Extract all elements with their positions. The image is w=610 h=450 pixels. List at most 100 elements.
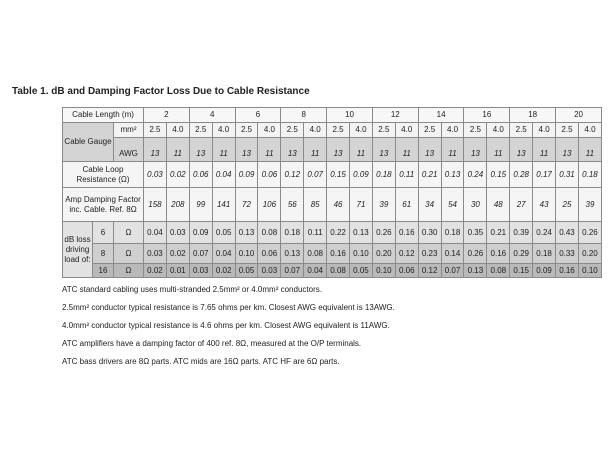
awg-cell: 13 xyxy=(326,137,351,162)
awg-cell: 11 xyxy=(303,137,328,162)
db-cell: 0.43 xyxy=(555,221,579,244)
damping-cell: 25 xyxy=(555,187,579,222)
db-loss-row: 16 Ω 0.02 0.01 0.03 0.02 0.05 0.03 0.07 0.04 0.08 0… xyxy=(63,263,603,278)
db-cell: 0.16 xyxy=(326,243,351,264)
mm-cell: 4.0 xyxy=(532,122,557,138)
db-cell: 0.09 xyxy=(188,221,213,244)
ohm-unit: Ω xyxy=(113,221,144,244)
load-value: 16 xyxy=(92,263,114,278)
db-cell: 0.21 xyxy=(486,221,511,244)
awg-cell: 11 xyxy=(486,137,511,162)
awg-cell: 13 xyxy=(188,137,213,162)
awg-cell: 13 xyxy=(463,137,488,162)
awg-row: AWG 13 11 13 11 13 11 13 11 13 11 13 11 13 11 13 11 13 11 1… xyxy=(63,137,603,162)
db-loss-label: dB loss driving load of: xyxy=(62,221,93,278)
db-cell: 0.13 xyxy=(280,243,305,264)
mm-cell: 2.5 xyxy=(234,122,259,138)
length-header: 2 xyxy=(143,107,190,123)
db-cell: 0.08 xyxy=(257,221,282,244)
damping-label: Amp Damping Factor inc. Cable. Ref. 8Ω xyxy=(62,187,144,222)
loop-cell: 0.24 xyxy=(463,161,488,188)
loop-label: Cable Loop Resistance (Ω) xyxy=(62,161,144,188)
damping-cell: 27 xyxy=(509,187,534,222)
db-cell: 0.29 xyxy=(509,243,534,264)
damping-cell: 56 xyxy=(280,187,305,222)
loop-cell: 0.15 xyxy=(486,161,511,188)
db-cell: 0.03 xyxy=(143,243,167,264)
db-cell: 0.04 xyxy=(303,263,328,278)
db-cell: 0.08 xyxy=(486,263,511,278)
mm-cell: 2.5 xyxy=(326,122,351,138)
db-cell: 0.20 xyxy=(371,243,396,264)
mm-cell: 2.5 xyxy=(371,122,396,138)
damping-cell: 141 xyxy=(211,187,236,222)
loop-cell: 0.21 xyxy=(417,161,442,188)
awg-cell: 13 xyxy=(555,137,579,162)
length-header: 12 xyxy=(371,107,419,123)
loop-cell: 0.02 xyxy=(165,161,190,188)
db-cell: 0.24 xyxy=(532,221,557,244)
loop-cell: 0.06 xyxy=(188,161,213,188)
ohm-unit: Ω xyxy=(113,263,144,278)
damping-cell: 43 xyxy=(532,187,557,222)
db-cell: 0.26 xyxy=(577,221,603,244)
loop-cell: 0.31 xyxy=(555,161,579,188)
db-cell: 0.26 xyxy=(463,243,488,264)
mm-label: mm² xyxy=(113,122,144,138)
db-cell: 0.08 xyxy=(303,243,328,264)
mm-cell: 4.0 xyxy=(577,122,603,138)
db-cell: 0.18 xyxy=(440,221,465,244)
mm-cell: 2.5 xyxy=(417,122,442,138)
db-cell: 0.07 xyxy=(280,263,305,278)
mm-cell: 2.5 xyxy=(463,122,488,138)
length-row: Cable Length (m) 2 4 6 8 10 12 14 16 18 20 xyxy=(62,107,602,123)
loop-cell: 0.15 xyxy=(326,161,351,188)
mm-cell: 4.0 xyxy=(165,122,190,138)
footnote: ATC amplifiers have a damping factor of … xyxy=(62,339,362,348)
loop-cell: 0.03 xyxy=(143,161,167,188)
loop-cell: 0.17 xyxy=(532,161,557,188)
gauge-label: Cable Gauge xyxy=(62,122,114,162)
db-cell: 0.12 xyxy=(417,263,442,278)
awg-cell: 11 xyxy=(394,137,419,162)
loop-resistance-row: Cable Loop Resistance (Ω) 0.03 0.02 0.06 0.0… xyxy=(62,161,603,188)
db-cell: 0.33 xyxy=(555,243,579,264)
db-cell: 0.16 xyxy=(394,221,419,244)
damping-row: Amp Damping Factor inc. Cable. Ref. 8Ω 15… xyxy=(62,187,603,222)
damping-cell: 106 xyxy=(257,187,282,222)
db-cell: 0.09 xyxy=(532,263,557,278)
damping-cell: 61 xyxy=(394,187,419,222)
db-cell: 0.15 xyxy=(509,263,534,278)
awg-cell: 11 xyxy=(440,137,465,162)
db-cell: 0.03 xyxy=(165,221,190,244)
db-cell: 0.04 xyxy=(211,243,236,264)
db-cell: 0.16 xyxy=(486,243,511,264)
db-cell: 0.06 xyxy=(394,263,419,278)
db-cell: 0.08 xyxy=(326,263,351,278)
mm-cell: 2.5 xyxy=(188,122,213,138)
db-cell: 0.20 xyxy=(577,243,603,264)
loop-cell: 0.06 xyxy=(257,161,282,188)
mm-cell: 4.0 xyxy=(303,122,328,138)
load-value: 8 xyxy=(92,243,114,264)
mm-row: Cable Gauge mm² 2.5 4.0 2.5 4.0 2.5 4.0 2.5 4.0 2.… xyxy=(62,122,603,162)
loop-cell: 0.09 xyxy=(349,161,373,188)
length-header: 18 xyxy=(509,107,557,123)
db-cell: 0.13 xyxy=(463,263,488,278)
damping-cell: 208 xyxy=(165,187,190,222)
awg-cell: 11 xyxy=(532,137,557,162)
damping-cell: 34 xyxy=(417,187,442,222)
db-cell: 0.05 xyxy=(234,263,259,278)
db-cell: 0.10 xyxy=(234,243,259,264)
awg-cell: 11 xyxy=(211,137,236,162)
mm-cell: 4.0 xyxy=(486,122,511,138)
mm-cell: 4.0 xyxy=(440,122,465,138)
damping-cell: 99 xyxy=(188,187,213,222)
length-label: Cable Length (m) xyxy=(62,107,144,123)
db-cell: 0.01 xyxy=(165,263,190,278)
db-cell: 0.03 xyxy=(257,263,282,278)
length-header: 4 xyxy=(188,107,236,123)
mm-cell: 2.5 xyxy=(280,122,305,138)
db-cell: 0.06 xyxy=(257,243,282,264)
footnote: 4.0mm² conductor typical resistance is 4… xyxy=(62,321,390,330)
